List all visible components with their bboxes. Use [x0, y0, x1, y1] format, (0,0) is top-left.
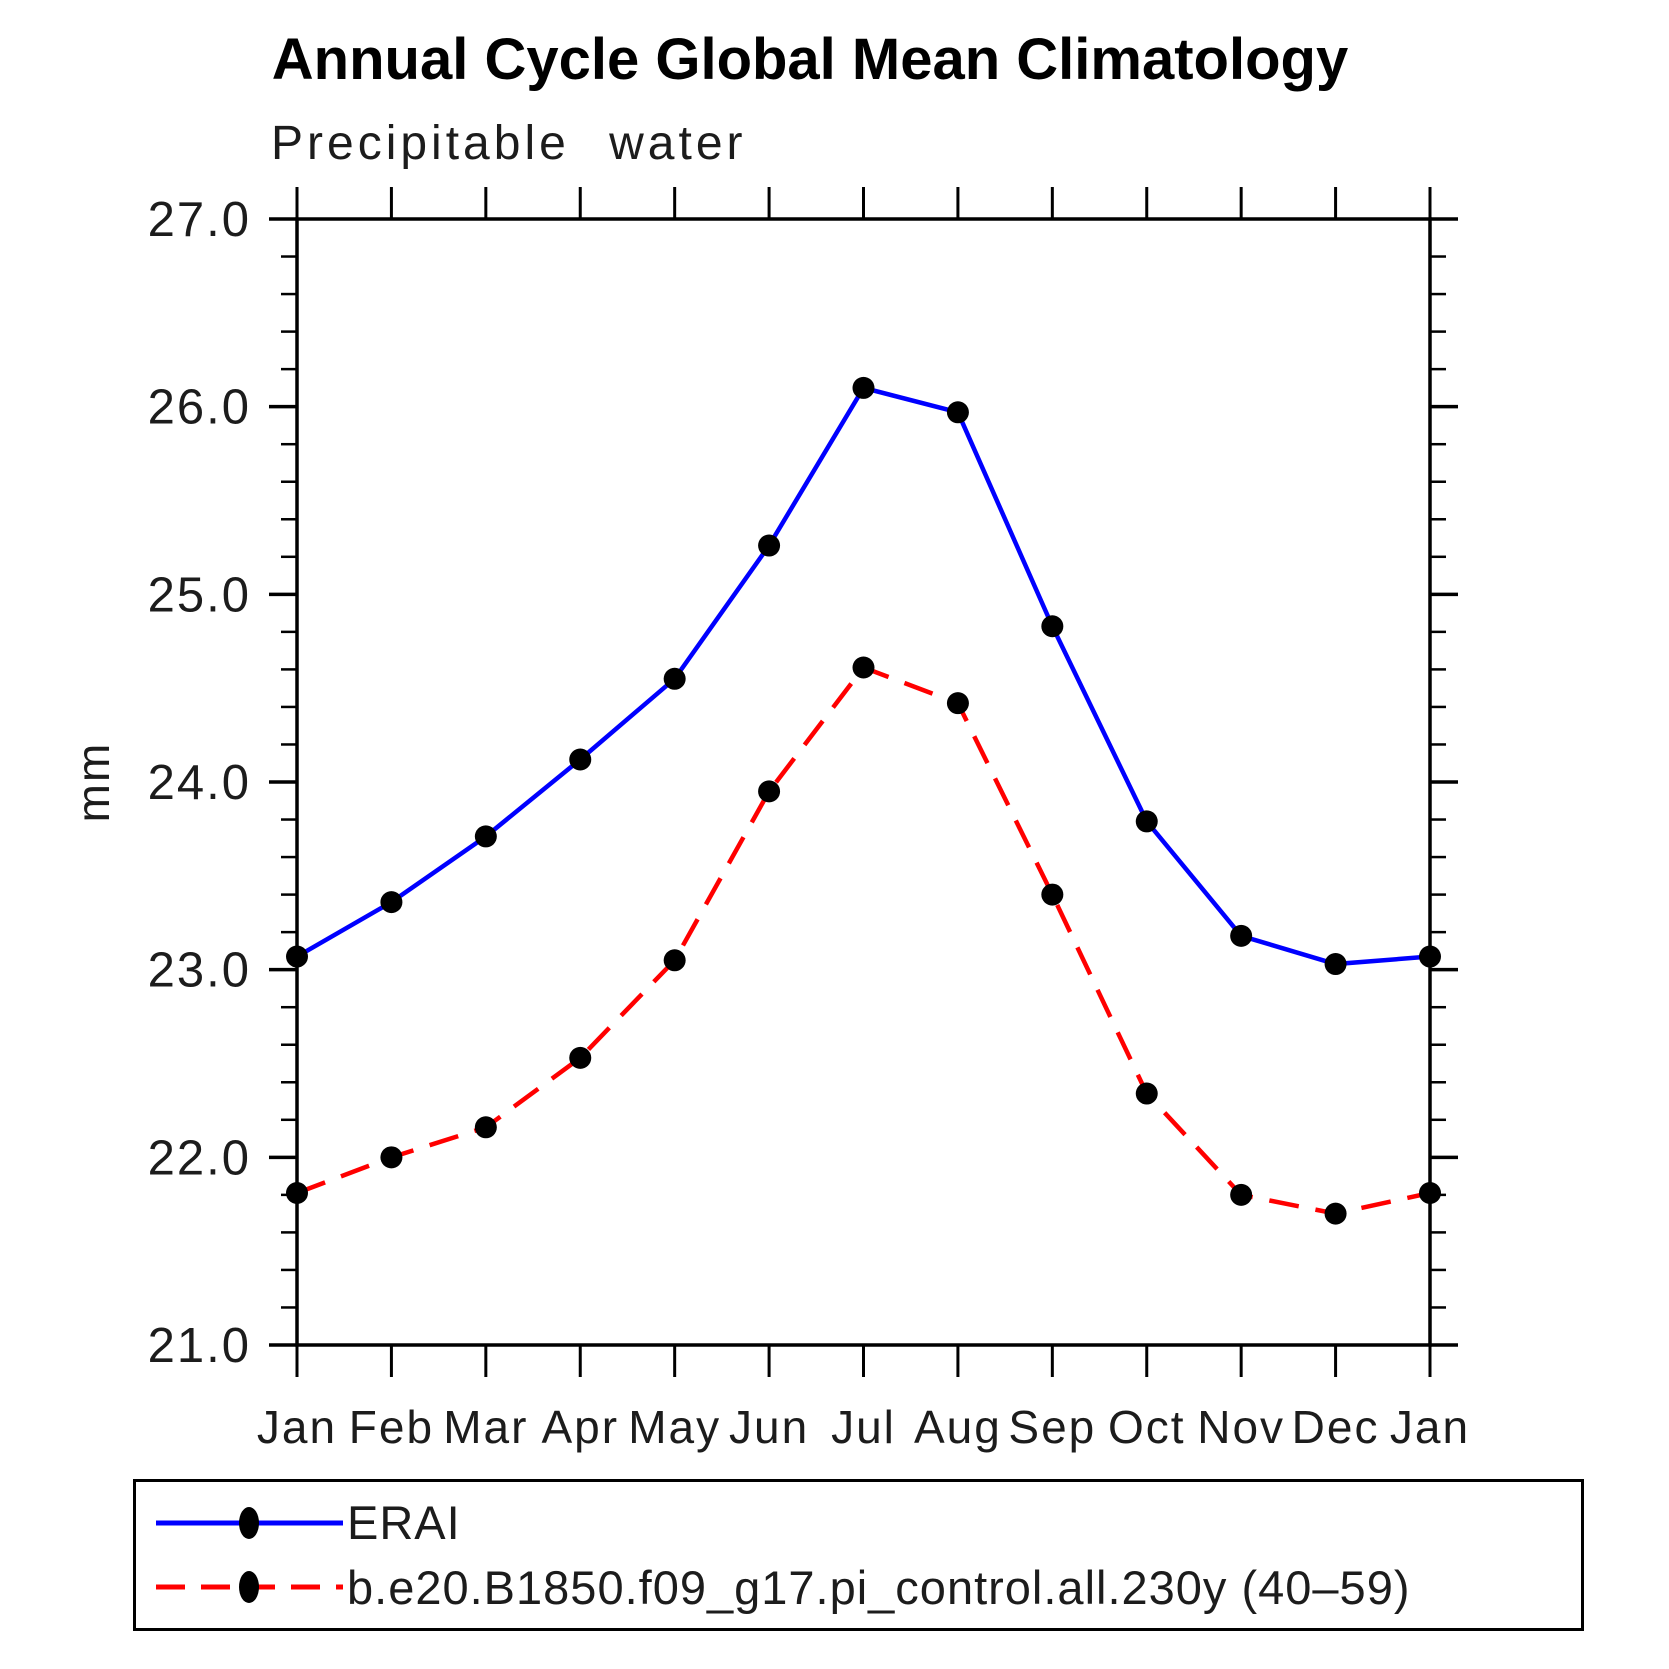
legend-label-0: ERAI — [347, 1496, 461, 1550]
legend-sample-solid-line — [156, 1506, 343, 1539]
y-tick-label: 25.0 — [148, 568, 251, 622]
series-1-marker — [1041, 883, 1064, 906]
y-tick-label: 22.0 — [148, 1131, 251, 1185]
y-tick-label: 27.0 — [148, 193, 251, 247]
x-tick-label: Jun — [729, 1401, 809, 1453]
series-0-marker — [946, 401, 969, 424]
series-0-marker — [758, 534, 781, 557]
x-tick-label: May — [628, 1401, 721, 1453]
series-0-marker — [474, 825, 497, 848]
series-1-marker — [852, 656, 875, 679]
series-1-marker — [758, 780, 781, 803]
series-0-marker — [852, 376, 875, 399]
legend: ERAI b.e20.B1850.f09_g17.pi_control.all.2… — [133, 1479, 1584, 1631]
y-tick-label: 23.0 — [148, 944, 251, 998]
series-0-marker — [286, 945, 308, 968]
series-1-marker — [1324, 1202, 1347, 1225]
legend-marker-icon — [239, 1506, 259, 1539]
series-0-marker — [663, 667, 686, 690]
series-0-marker — [1041, 615, 1064, 638]
legend-sample-dashed-line — [156, 1571, 343, 1604]
series-0-marker — [1419, 945, 1441, 968]
x-tick-label: Dec — [1292, 1401, 1380, 1453]
series-1-marker — [663, 949, 686, 972]
series-1-marker — [569, 1046, 592, 1069]
series-1-marker — [380, 1146, 403, 1169]
y-tick-label: 21.0 — [148, 1319, 251, 1373]
legend-marker-icon — [239, 1571, 259, 1604]
x-tick-label: Feb — [349, 1401, 434, 1453]
chart-subtitle: Precipitable water — [271, 117, 747, 170]
chart-title: Annual Cycle Global Mean Climatology — [271, 27, 1349, 92]
series-1-marker — [1135, 1082, 1158, 1105]
series-1-marker — [1419, 1181, 1441, 1204]
series-1-marker — [946, 692, 969, 715]
y-tick-label: 24.0 — [148, 756, 251, 810]
series-0-marker — [569, 748, 592, 771]
series-1-marker — [1230, 1183, 1253, 1206]
series-0-marker — [1230, 924, 1253, 947]
y-tick-label: 26.0 — [148, 381, 251, 435]
series-1-marker — [474, 1116, 497, 1139]
x-tick-label: Aug — [914, 1401, 1002, 1453]
x-tick-label: Jan — [1390, 1401, 1470, 1453]
x-tick-label: Mar — [443, 1401, 528, 1453]
legend-item-1: b.e20.B1850.f09_g17.pi_control.all.230y … — [152, 1563, 1581, 1611]
series-1-marker — [286, 1181, 308, 1204]
x-tick-label: Sep — [1008, 1401, 1096, 1453]
x-tick-label: Apr — [541, 1401, 619, 1453]
legend-label-1: b.e20.B1850.f09_g17.pi_control.all.230y … — [347, 1560, 1411, 1614]
x-tick-label: Oct — [1108, 1401, 1186, 1453]
x-tick-label: Jul — [831, 1401, 896, 1453]
series-0-marker — [1135, 810, 1158, 833]
x-tick-label: Nov — [1197, 1401, 1285, 1453]
series-0-marker — [1324, 953, 1347, 976]
legend-item-0: ERAI — [152, 1499, 1581, 1547]
x-tick-label: Jan — [257, 1401, 337, 1453]
series-0-marker — [380, 891, 403, 914]
